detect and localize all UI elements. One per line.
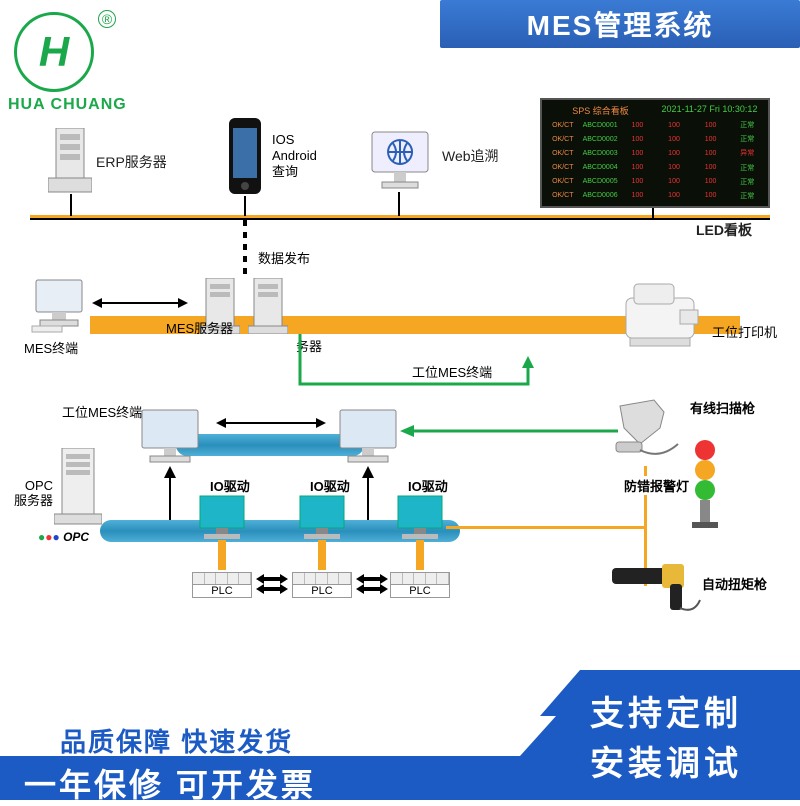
registered-mark: ®	[98, 10, 116, 28]
opc-label-1: OPC	[14, 478, 53, 493]
monitor-icon	[336, 408, 400, 466]
footer: 品质保障 快速发货 一年保修 可开发票 支持定制 安装调试	[0, 670, 800, 800]
phone-labels: IOS Android 查询	[272, 132, 317, 180]
opc-label-2: 服务器	[14, 493, 53, 508]
io-label-1: IO驱动	[210, 476, 250, 495]
mes-srv-label: MES服务器	[166, 322, 233, 336]
monitor-icon	[138, 408, 202, 466]
printer-label: 工位打印机	[712, 322, 777, 341]
publish-link	[243, 220, 247, 278]
erp-label: ERP服务器	[96, 152, 167, 172]
logo-initial: H	[39, 28, 69, 76]
web-node	[368, 130, 432, 197]
led-label: LED看板	[696, 220, 752, 240]
scanner-node	[610, 398, 680, 461]
ws-monitor-1	[138, 408, 202, 471]
led-board: SPS 综合看板2021-11-27 Fri 10:30:12 OK/CTABC…	[540, 98, 770, 208]
brand-name: HUA CHUANG	[8, 96, 127, 114]
io-label-3: IO驱动	[408, 476, 448, 495]
scanner-label: 有线扫描枪	[690, 398, 755, 417]
scanner-icon	[610, 398, 680, 456]
pc-icon	[30, 278, 88, 334]
bidir-arrow-icon	[92, 296, 188, 310]
alarm-label: 防错报警灯	[624, 476, 689, 495]
brand-logo: H	[14, 12, 94, 92]
ws-term-label-2: 工位MES终端	[62, 402, 142, 421]
plc-1: PLC	[192, 572, 252, 598]
footer-b: 一年保修 可开发票	[24, 760, 316, 806]
header-title: MES管理系统	[440, 0, 800, 48]
server-icon	[48, 128, 92, 194]
stack-light-icon	[688, 440, 722, 530]
footer-a: 品质保障 快速发货	[60, 722, 293, 759]
phone-node	[225, 118, 265, 201]
green-arrow-scanner	[400, 424, 620, 438]
footer-c: 支持定制	[590, 686, 742, 735]
printer-node	[620, 280, 706, 355]
torque-node	[612, 554, 702, 619]
ws-term-label: 工位MES终端	[412, 362, 492, 381]
mes-terminal-node	[30, 278, 88, 339]
ws-monitor-2	[336, 408, 400, 471]
footer-d: 安装调试	[590, 736, 742, 785]
erp-server-node	[48, 128, 92, 194]
web-label: Web追溯	[442, 146, 499, 166]
printer-icon	[620, 280, 706, 350]
plc-3: PLC	[390, 572, 450, 598]
alarm-node	[688, 440, 722, 535]
monitor-icon	[368, 130, 432, 192]
bidir-arrow-icon	[216, 416, 326, 430]
server-icon	[248, 278, 288, 334]
opc-server-node	[54, 448, 102, 531]
server-tower-icon	[54, 448, 102, 526]
smartphone-icon	[225, 118, 265, 196]
orange-route	[446, 526, 646, 529]
io-label-2: IO驱动	[310, 476, 350, 495]
torque-label: 自动扭矩枪	[702, 574, 767, 593]
opc-badge: OPC	[63, 530, 89, 544]
mes-term-label: MES终端	[24, 338, 78, 357]
torque-gun-icon	[612, 554, 702, 614]
publish-label: 数据发布	[258, 248, 310, 267]
plc-2: PLC	[292, 572, 352, 598]
